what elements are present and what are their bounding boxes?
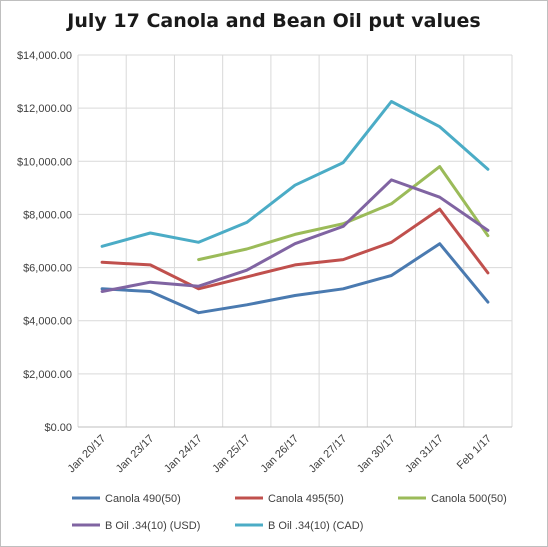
y-tick-label: $6,000.00	[23, 263, 72, 275]
y-tick-label: $0.00	[44, 422, 72, 434]
x-tick-label: Jan 25/17	[210, 433, 253, 476]
chart-title: July 17 Canola and Bean Oil put values	[67, 10, 481, 32]
x-tick-label: Jan 27/17	[307, 433, 350, 476]
y-tick-label: $12,000.00	[17, 103, 72, 115]
series-line	[100, 178, 490, 293]
x-tick-label: Jan 26/17	[258, 433, 301, 476]
series-line	[100, 242, 490, 315]
y-tick-label: $2,000.00	[23, 369, 72, 381]
y-tick-label: $8,000.00	[23, 209, 72, 221]
gridlines	[77, 54, 513, 428]
series-line	[100, 207, 490, 291]
series-line	[100, 100, 490, 248]
x-tick-label: Jan 30/17	[355, 433, 398, 476]
y-tick-label: $14,000.00	[17, 50, 72, 62]
x-axis: Jan 20/17 Jan 23/17 Jan 24/17 Jan 25/17 Jan …	[66, 426, 512, 476]
series-line	[197, 165, 490, 262]
x-tick-label: Feb 1/17	[455, 433, 494, 472]
legend-label: Canola 495(50)	[268, 493, 344, 505]
legend-label: Canola 500(50)	[431, 493, 507, 505]
y-tick-label: $4,000.00	[23, 316, 72, 328]
x-tick-label: Jan 23/17	[114, 433, 157, 476]
y-tick-label: $10,000.00	[17, 156, 72, 168]
x-tick-label: Jan 24/17	[162, 433, 205, 476]
legend: Canola 490(50) Canola 495(50) Canola 500(5…	[72, 493, 507, 532]
series-lines	[100, 100, 490, 315]
legend-label: B Oil .34(10) (CAD)	[268, 520, 363, 532]
x-tick-label: Jan 31/17	[403, 433, 446, 476]
legend-label: B Oil .34(10) (USD)	[105, 520, 200, 532]
y-axis: $0.00 $2,000.00 $4,000.00 $6,000.00 $8,000.0…	[17, 50, 72, 434]
legend-label: Canola 490(50)	[105, 493, 181, 505]
x-tick-label: Jan 20/17	[66, 433, 109, 476]
